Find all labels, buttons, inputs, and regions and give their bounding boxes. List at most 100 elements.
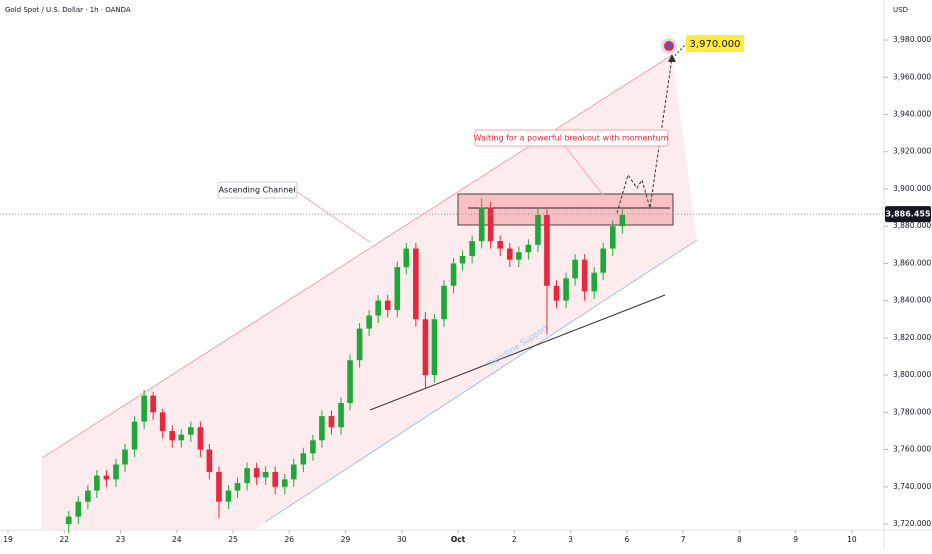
y-tick-label: 3,860.000 xyxy=(893,258,931,267)
y-tick-label: 3,840.000 xyxy=(893,296,931,305)
target-label: 3,970.000 xyxy=(690,39,741,50)
candle-body xyxy=(85,490,91,502)
candle-body xyxy=(253,468,260,478)
candle-body xyxy=(403,248,410,268)
x-tick-label: 29 xyxy=(341,535,351,544)
candle-body xyxy=(206,449,213,472)
y-tick-label: 3,720.000 xyxy=(893,519,931,528)
x-tick-label: 9 xyxy=(793,535,798,544)
candle-body xyxy=(281,479,288,487)
channel-upper-line xyxy=(41,54,673,459)
candle-body xyxy=(525,244,532,253)
candle-body xyxy=(113,464,119,480)
y-tick-label: 3,960.000 xyxy=(893,72,931,81)
x-tick-label: 8 xyxy=(737,535,742,544)
candle-body xyxy=(478,207,485,242)
candle-body xyxy=(244,468,250,484)
candle-body xyxy=(366,315,372,329)
target-icon xyxy=(666,43,672,49)
candle-body xyxy=(290,464,297,480)
annotation-pointer xyxy=(296,191,371,243)
candle-body xyxy=(150,395,156,413)
y-tick-label: 3,880.000 xyxy=(893,221,931,230)
candle-body xyxy=(384,300,391,310)
candle-body xyxy=(422,319,429,376)
candle-body xyxy=(328,416,335,428)
candle-body xyxy=(356,328,363,361)
y-tick-label: 3,760.000 xyxy=(893,445,931,454)
candle-body xyxy=(169,430,176,441)
annotation-pointer xyxy=(564,145,604,196)
candle-body xyxy=(581,259,588,292)
candle-body xyxy=(497,241,504,249)
candle-body xyxy=(94,475,100,491)
x-tick-label: 6 xyxy=(624,535,629,544)
candle-body xyxy=(131,421,138,450)
annotation-box xyxy=(474,129,669,147)
y-tick-label: 3,900.000 xyxy=(893,184,931,193)
candle-body xyxy=(225,490,232,502)
candle-body xyxy=(544,215,550,286)
candle-body xyxy=(216,471,222,502)
black-trendline xyxy=(369,294,666,411)
candle-body xyxy=(469,241,475,256)
candle-body xyxy=(600,248,607,273)
candle-body xyxy=(553,285,560,301)
last-price-label: 3,886.455 xyxy=(885,210,930,219)
trendline-support xyxy=(264,239,698,523)
x-tick-label: 2 xyxy=(512,535,517,544)
y-tick-label: 3,940.000 xyxy=(893,109,931,118)
candle-body xyxy=(338,403,344,428)
projection-path xyxy=(616,57,673,214)
y-tick-label: 3,820.000 xyxy=(893,333,931,342)
candle-body xyxy=(572,259,578,279)
candle-body xyxy=(441,285,447,320)
candle-body xyxy=(122,449,128,465)
resistance-zone xyxy=(457,193,674,226)
candle-body xyxy=(535,215,541,245)
candle-body xyxy=(300,453,307,465)
y-tick-label: 3,980.000 xyxy=(893,35,931,44)
candle-body xyxy=(141,395,147,422)
annotation-box xyxy=(217,181,298,199)
channel-fill xyxy=(42,55,697,530)
candle-body xyxy=(609,226,616,249)
x-tick-label: 19 xyxy=(3,535,13,544)
candle-body xyxy=(197,427,204,450)
candle-body xyxy=(347,360,353,404)
candle-body xyxy=(450,263,457,286)
candle-body xyxy=(103,475,110,480)
candle-body xyxy=(272,471,279,487)
candle-body xyxy=(487,207,494,242)
target-label-box xyxy=(686,35,744,52)
candle-body xyxy=(591,272,598,292)
x-tick-label: 10 xyxy=(847,535,857,544)
x-tick-label: 7 xyxy=(681,535,686,544)
candle-body xyxy=(310,440,316,454)
candle-body xyxy=(234,483,241,491)
candle-body xyxy=(159,412,166,431)
chart-title: Gold Spot / U.S. Dollar · 1h · OANDA xyxy=(5,6,131,14)
last-price-box xyxy=(885,206,931,223)
candle-body xyxy=(75,501,82,517)
x-tick-label: 3 xyxy=(568,535,573,544)
candle-body xyxy=(619,215,626,227)
y-tick-label: 3,800.000 xyxy=(893,370,931,379)
x-tick-label: Oct xyxy=(451,535,466,544)
candle-body xyxy=(375,300,381,316)
y-tick-label: 3,780.000 xyxy=(893,407,931,416)
x-tick-label: 26 xyxy=(285,535,295,544)
y-tick-label: 3,740.000 xyxy=(893,482,931,491)
candle-body xyxy=(459,255,466,264)
annotation: Waiting for a powerful breakout with mom… xyxy=(474,134,669,143)
x-tick-label: 24 xyxy=(172,535,182,544)
candle-body xyxy=(413,248,419,320)
plot: 3,720.000 3,740.000 3,760.000 3,780.000 3,80… xyxy=(0,35,931,544)
candle-body xyxy=(262,471,269,478)
candle-body xyxy=(178,434,185,441)
x-tick-label: 23 xyxy=(116,535,126,544)
candle-body xyxy=(65,516,72,525)
candle-body xyxy=(507,248,513,260)
candle-body xyxy=(431,319,438,376)
